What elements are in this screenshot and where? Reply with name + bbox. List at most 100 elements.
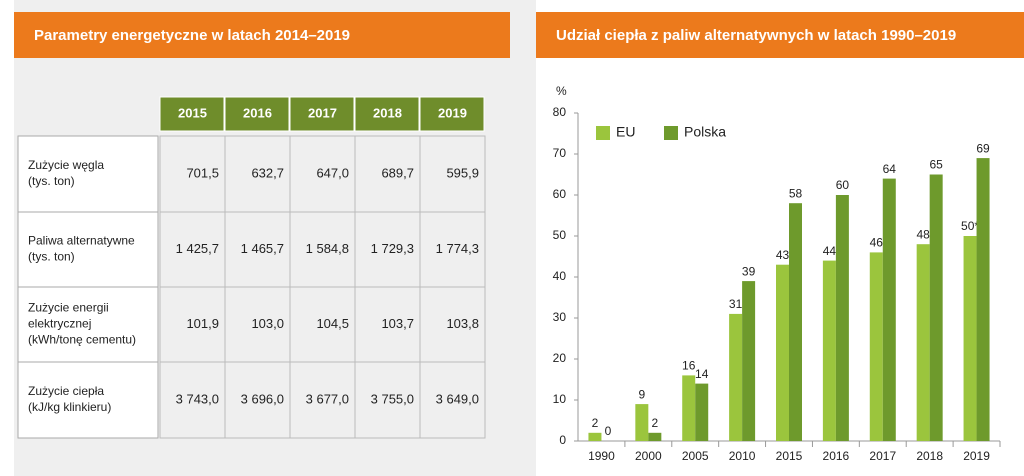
- bar: [976, 158, 990, 441]
- cell-value: 3 743,0: [176, 391, 219, 406]
- legend-label: Polska: [684, 124, 726, 140]
- legend-swatch: [664, 126, 678, 140]
- x-tick-label: 2000: [635, 449, 662, 463]
- x-tick-label: 2010: [729, 449, 756, 463]
- cell: [354, 286, 421, 363]
- row-label: (tys. ton): [28, 250, 75, 264]
- value-label: 44: [823, 244, 837, 258]
- cell: [224, 135, 291, 213]
- cell-value: 632,7: [251, 165, 284, 180]
- chart-header-bar: [536, 12, 1024, 58]
- value-label: 69: [976, 141, 990, 155]
- cell-value: 595,9: [446, 165, 479, 180]
- cell: [419, 211, 486, 288]
- x-tick-label: 2017: [869, 449, 896, 463]
- bar: [635, 404, 649, 441]
- cell-value: 103,0: [251, 316, 284, 331]
- cell-value: 103,8: [446, 316, 479, 331]
- bar: [916, 244, 930, 441]
- column-header: 2017: [308, 105, 337, 120]
- cell: [159, 361, 226, 439]
- cell-value: 104,5: [316, 316, 349, 331]
- column-header: 2016: [243, 105, 272, 120]
- row-label-cell: [17, 135, 159, 213]
- cell: [224, 211, 291, 288]
- cell-value: 103,7: [381, 316, 414, 331]
- row-label: Paliwa alternatywne: [28, 234, 135, 248]
- cell-value: 701,5: [186, 165, 219, 180]
- value-label: 60: [836, 178, 850, 192]
- value-label: 2: [592, 416, 599, 430]
- bar: [648, 432, 662, 441]
- value-label: 14: [695, 367, 709, 381]
- y-tick-label: 10: [553, 392, 567, 406]
- divider: [510, 0, 536, 476]
- cell-value: 3 677,0: [306, 391, 349, 406]
- row-label: (kJ/kg klinkieru): [28, 400, 111, 414]
- value-label: 50*: [961, 219, 979, 233]
- y-tick-label: 70: [553, 146, 567, 160]
- value-label: 65: [929, 158, 943, 172]
- cell: [289, 135, 356, 213]
- value-label: 16: [682, 359, 696, 373]
- bar: [835, 195, 849, 441]
- cell: [289, 286, 356, 363]
- column-header-cell: [289, 96, 355, 132]
- x-tick-label: 2016: [823, 449, 850, 463]
- column-header-cell: [354, 96, 420, 132]
- column-header: 2018: [373, 105, 402, 120]
- x-tick-label: 2018: [916, 449, 943, 463]
- column-header-cell: [224, 96, 290, 132]
- cell-value: 3 696,0: [241, 391, 284, 406]
- x-tick-label: 1990: [588, 449, 615, 463]
- column-header-cell: [419, 96, 485, 132]
- y-axis-label: %: [556, 84, 567, 98]
- cell: [159, 211, 226, 288]
- cell: [159, 286, 226, 363]
- cell-value: 1 425,7: [176, 241, 219, 256]
- bar: [682, 375, 696, 441]
- cell-value: 1 729,3: [371, 241, 414, 256]
- value-label: 2: [651, 416, 658, 430]
- bar: [929, 174, 943, 441]
- cell-value: 1 774,3: [436, 241, 479, 256]
- y-tick-label: 50: [553, 228, 567, 242]
- bar: [742, 281, 756, 441]
- y-tick-label: 40: [553, 269, 567, 283]
- column-header: 2019: [438, 105, 467, 120]
- cell: [159, 135, 226, 213]
- bar: [729, 313, 743, 441]
- cell: [354, 211, 421, 288]
- cell-value: 3 649,0: [436, 391, 479, 406]
- value-label: 0: [605, 424, 612, 438]
- cell-value: 1 465,7: [241, 241, 284, 256]
- cell-value: 647,0: [316, 165, 349, 180]
- y-tick-label: 0: [559, 433, 566, 447]
- cell: [419, 361, 486, 439]
- row-label: Zużycie węgla: [28, 158, 104, 172]
- row-label: (tys. ton): [28, 174, 75, 188]
- cell: [419, 286, 486, 363]
- row-label-cell: [17, 211, 159, 288]
- bar: [789, 203, 802, 441]
- row-label: (kWh/tonę cementu): [28, 333, 136, 347]
- x-tick-label: 2005: [682, 449, 709, 463]
- bar: [963, 236, 977, 441]
- cell-value: 3 755,0: [371, 391, 414, 406]
- column-header: 2015: [178, 105, 207, 120]
- y-tick-label: 20: [553, 351, 567, 365]
- bar: [695, 383, 709, 441]
- cell: [354, 135, 421, 213]
- cell: [224, 361, 291, 439]
- bar: [588, 432, 602, 441]
- cell: [289, 211, 356, 288]
- column-header-cell: [159, 96, 225, 132]
- x-tick-label: 2015: [776, 449, 803, 463]
- cell: [419, 135, 486, 213]
- row-label: Zużycie energii: [28, 301, 109, 315]
- legend-swatch: [596, 126, 610, 140]
- cell-value: 101,9: [186, 316, 219, 331]
- value-label: 9: [638, 387, 645, 401]
- row-label: Zużycie ciepła: [28, 384, 104, 398]
